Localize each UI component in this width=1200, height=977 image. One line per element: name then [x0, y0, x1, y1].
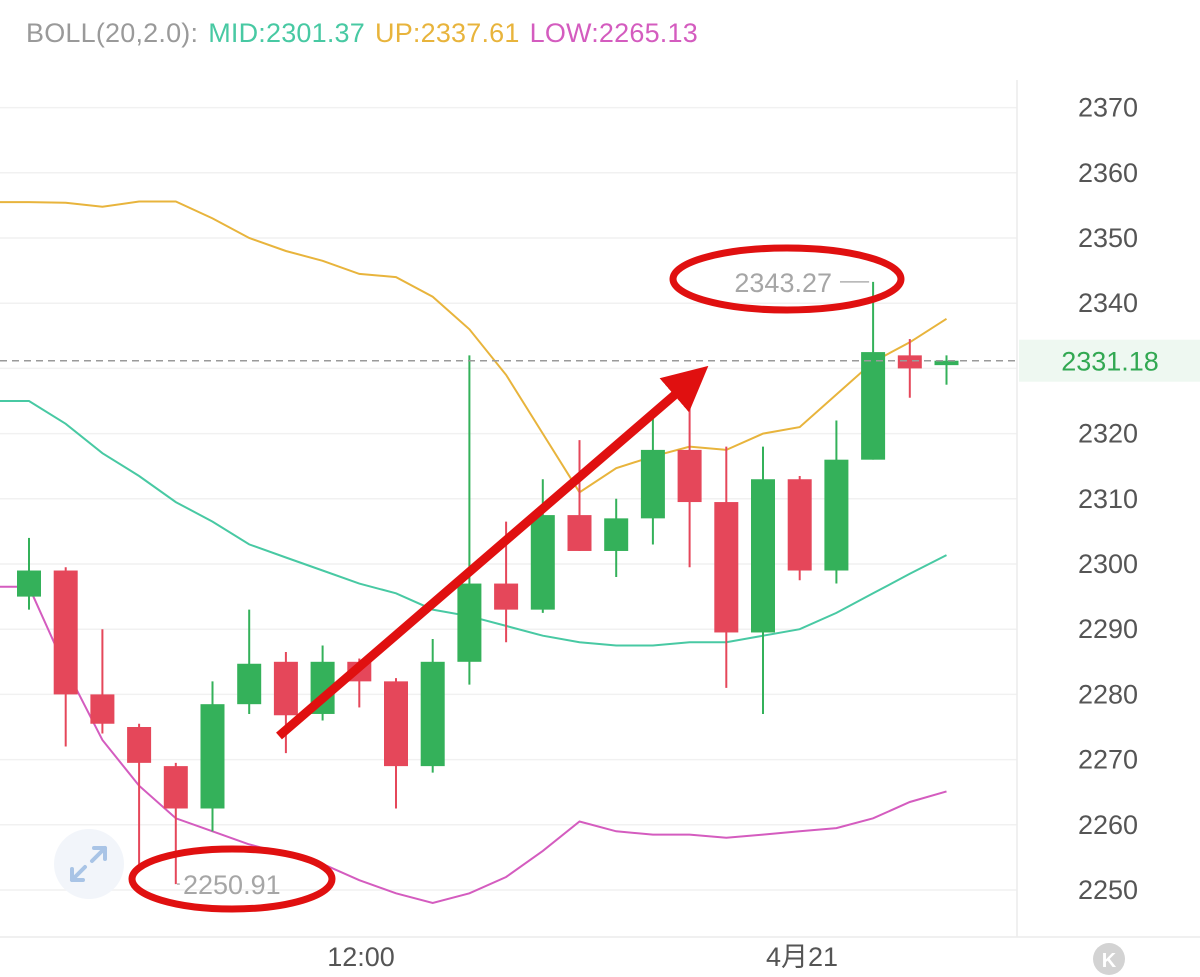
candle-body	[934, 360, 959, 366]
y-tick-label: 2290	[1078, 614, 1138, 644]
y-tick-label: 2370	[1078, 93, 1138, 123]
candle	[53, 567, 78, 747]
candle	[384, 678, 408, 809]
price-tag-label: 2331.18	[1061, 347, 1159, 377]
candle	[237, 609, 262, 714]
candle-body	[457, 583, 482, 662]
candle	[751, 446, 775, 714]
candle-body	[53, 570, 78, 695]
candle-body	[530, 515, 555, 610]
y-tick-label: 2260	[1078, 810, 1138, 840]
candle	[200, 681, 225, 832]
candle	[934, 355, 959, 385]
x-tick-label: 12:00	[327, 942, 395, 972]
low-circle	[128, 845, 336, 913]
candle	[457, 355, 482, 685]
grid-lines	[0, 106, 1017, 891]
boll-up-label: UP:2337.61	[375, 18, 520, 48]
y-tick-label: 2340	[1078, 288, 1138, 318]
boll-mid-label: MID:2301.37	[208, 18, 365, 48]
current-price-marker: 2331.18	[0, 339, 1200, 382]
k-button-bg[interactable]	[1093, 943, 1125, 975]
candle	[567, 440, 592, 551]
candle-body	[677, 449, 702, 503]
candle	[17, 537, 41, 610]
candle	[677, 394, 702, 568]
candle-body	[200, 704, 225, 809]
expand-button-bg[interactable]	[54, 829, 124, 899]
candle-body	[90, 694, 115, 724]
candle	[824, 420, 849, 584]
candle-body	[127, 727, 152, 763]
x-tick-label: 4月21	[766, 942, 838, 972]
candle-body	[604, 518, 629, 551]
y-tick-label: 2300	[1078, 549, 1138, 579]
trend-arrow	[276, 365, 709, 740]
max-price-label: 2343.27	[734, 268, 832, 298]
y-tick-label: 2250	[1078, 875, 1138, 905]
candle	[127, 723, 152, 871]
high-circle	[669, 244, 905, 314]
extreme-labels: 2343.27 2250.91	[177, 268, 870, 900]
candle-body	[273, 661, 298, 716]
y-tick-label: 2270	[1078, 745, 1138, 775]
boll-low-label: LOW:2265.13	[529, 18, 698, 48]
candle-body	[861, 352, 886, 460]
expand-button[interactable]	[54, 829, 124, 899]
candle-body	[17, 570, 41, 597]
candle	[530, 479, 555, 613]
min-price-label: 2250.91	[183, 870, 281, 900]
candle-body	[787, 479, 812, 571]
candle-body	[384, 681, 408, 767]
candle-body	[751, 479, 775, 633]
k-button-label: K	[1102, 950, 1117, 972]
candle-body	[567, 515, 592, 551]
k-button[interactable]: K	[1093, 943, 1125, 975]
candle	[897, 339, 922, 398]
candle-body	[897, 355, 922, 369]
candle	[273, 652, 298, 754]
boll-up-line	[0, 200, 948, 494]
candle-body	[714, 502, 739, 633]
candle	[640, 414, 665, 545]
boll-low-line	[0, 585, 947, 905]
candle	[163, 762, 188, 885]
candle	[787, 475, 812, 581]
y-tick-label: 2310	[1078, 484, 1138, 514]
candle-body	[420, 661, 445, 767]
candle	[714, 446, 739, 688]
candle-body	[163, 766, 188, 809]
candle	[861, 281, 886, 460]
x-axis-ticks: 12:00 4月21	[327, 942, 838, 972]
y-tick-label: 2360	[1078, 158, 1138, 188]
candle-body	[494, 583, 519, 610]
price-tag-bg	[1019, 339, 1200, 382]
y-tick-label: 2320	[1078, 419, 1138, 449]
candles	[17, 281, 959, 885]
boll-name-label: BOLL(20,2.0):	[26, 18, 199, 48]
candle	[90, 629, 115, 734]
candle	[604, 498, 629, 578]
candle-body	[237, 663, 262, 705]
candle	[420, 638, 445, 773]
y-tick-label: 2350	[1078, 223, 1138, 253]
candle-body	[640, 449, 665, 519]
annotations	[128, 244, 905, 913]
y-axis-ticks: 2370236023502340233023202310230022902280…	[1078, 93, 1138, 905]
expand-arrows-icon	[70, 846, 107, 882]
candle-body	[824, 459, 849, 571]
boll-indicator-bar: BOLL(20,2.0): MID:2301.37 UP:2337.61 LOW:22…	[26, 18, 708, 49]
y-tick-label: 2280	[1078, 679, 1138, 709]
